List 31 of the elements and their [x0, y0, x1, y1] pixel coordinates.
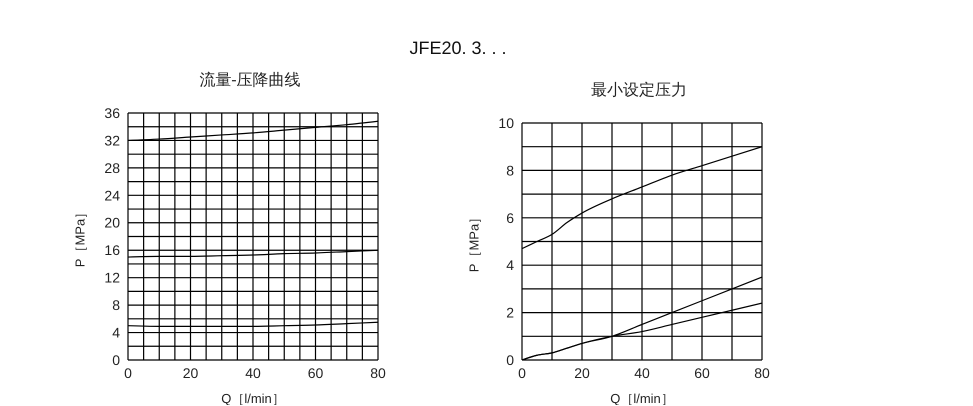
y-tick-label: 24: [104, 187, 120, 204]
y-tick-label: 0: [112, 352, 120, 368]
y-tick-label: 20: [104, 214, 120, 231]
y-tick-label: 6: [506, 210, 514, 226]
y-tick-label: 36: [104, 104, 120, 121]
y-tick-label: 16: [104, 242, 120, 258]
y-tick-label: 4: [506, 257, 514, 274]
x-tick-label: 80: [370, 364, 386, 381]
y-tick-label: 0: [506, 352, 514, 368]
x-tick-label: 20: [182, 364, 198, 381]
x-tick-label: 60: [694, 364, 710, 381]
y-tick-label: 8: [506, 162, 514, 178]
y-tick-label: 4: [112, 324, 120, 341]
y-tick-label: 8: [112, 297, 120, 314]
x-tick-label: 0: [124, 364, 132, 381]
chart-title: 最小设定压力: [590, 80, 688, 101]
y-tick-label: 2: [506, 304, 514, 321]
x-tick-label: 40: [634, 364, 650, 381]
x-tick-label: 0: [518, 364, 526, 381]
y-tick-label: 12: [104, 270, 120, 286]
text: JFE20. 3. . .: [408, 38, 508, 59]
y-axis-title: P［MPa］: [466, 210, 482, 272]
x-tick-label: 80: [754, 364, 770, 381]
x-tick-label: 20: [574, 364, 590, 381]
y-tick-label: 10: [498, 114, 514, 131]
chart-title: 流量-压降曲线: [198, 70, 302, 91]
y-axis-title: P［MPa］: [72, 206, 88, 268]
y-tick-label: 28: [104, 160, 120, 176]
y-tick-label: 32: [104, 132, 120, 148]
x-tick-label: 60: [308, 364, 324, 381]
x-tick-label: 40: [245, 364, 261, 381]
